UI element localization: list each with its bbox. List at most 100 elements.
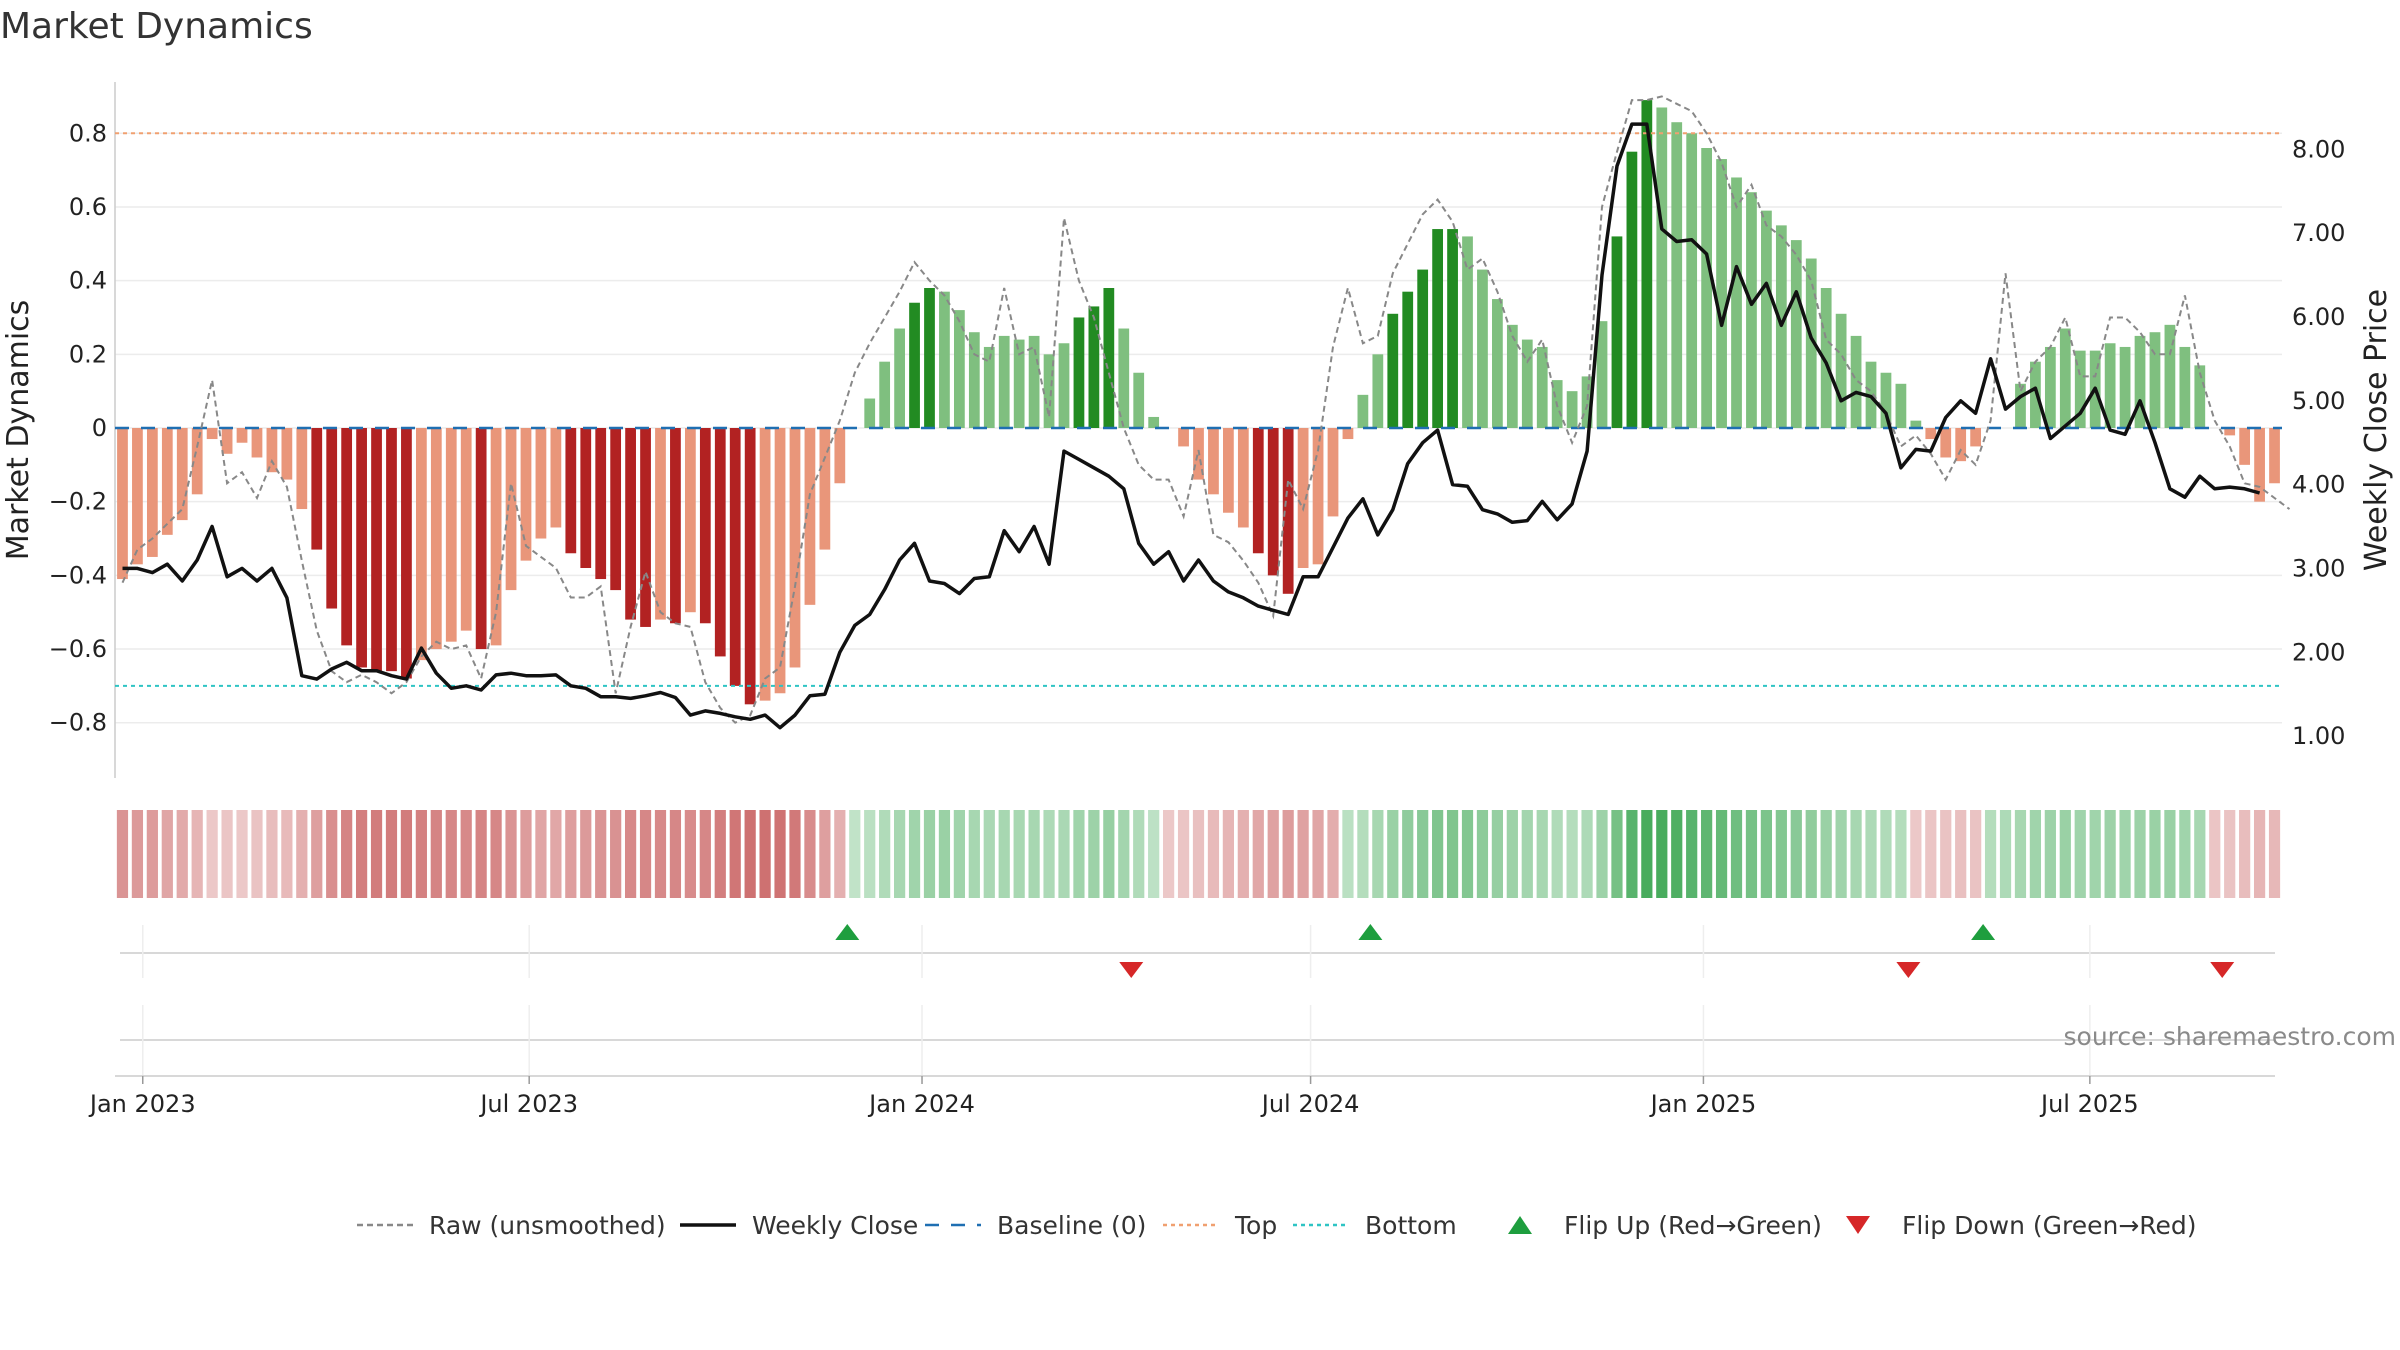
bar	[415, 428, 427, 661]
flip-panel	[120, 924, 2275, 978]
heat-cell	[1402, 810, 1414, 898]
bar	[1641, 100, 1653, 429]
bar	[1058, 343, 1070, 428]
heat-cell	[131, 810, 144, 898]
heat-cell	[1999, 810, 2012, 898]
heat-cell	[2164, 810, 2176, 898]
bar	[714, 428, 726, 657]
heat-cell	[1222, 810, 1234, 898]
x-tick-label: Jul 2024	[1260, 1090, 1360, 1118]
heat-cell	[1327, 810, 1339, 898]
heat-cell	[1461, 810, 1474, 898]
bar	[864, 398, 876, 428]
heat-cell	[968, 810, 980, 898]
bar	[1043, 354, 1055, 428]
heat-cell	[953, 810, 965, 898]
heat-cell	[2268, 810, 2281, 898]
heat-cell	[893, 810, 906, 898]
bar	[475, 428, 487, 650]
bar	[1402, 291, 1414, 428]
bar	[640, 428, 651, 627]
bar	[1357, 394, 1369, 428]
heat-cell	[281, 810, 293, 898]
weekly-close-line	[122, 122, 2261, 730]
bar	[1073, 317, 1085, 428]
y-tick-left: 0.2	[69, 340, 107, 368]
raw-series-line	[121, 95, 2291, 724]
heat-cell	[490, 810, 502, 898]
bar	[2254, 428, 2265, 502]
bar	[2119, 346, 2131, 428]
bar	[1372, 354, 1384, 428]
bar	[625, 428, 636, 620]
y-axis-left-label: Market Dynamics	[1, 300, 36, 561]
bar	[296, 428, 308, 510]
heat-cell	[2029, 810, 2042, 898]
bar	[386, 428, 397, 672]
heat-cell	[191, 810, 203, 898]
heat-cell	[1596, 810, 1608, 898]
bar	[1208, 428, 1219, 495]
heat-cell	[1417, 810, 1429, 898]
y-tick-left: −0.6	[49, 635, 107, 663]
y-tick-left: 0.4	[69, 267, 107, 295]
bar	[266, 428, 278, 473]
bar	[520, 428, 532, 561]
heat-cell	[639, 810, 652, 898]
heat-cell	[1506, 810, 1518, 898]
bar	[1746, 192, 1757, 428]
heat-cell	[2014, 810, 2027, 898]
heat-cell	[1686, 810, 1698, 898]
heat-cell	[2239, 810, 2251, 898]
bar	[1940, 428, 1952, 458]
heat-cell	[2089, 810, 2101, 898]
bar	[2074, 350, 2086, 428]
heat-cell	[864, 810, 876, 898]
bar	[401, 428, 412, 679]
bar	[236, 428, 248, 443]
heat-cell	[1760, 810, 1773, 898]
x-tick-label: Jan 2023	[88, 1090, 196, 1118]
bar	[1327, 428, 1339, 517]
bar	[894, 328, 905, 428]
bar	[1013, 339, 1025, 428]
bar	[1387, 313, 1399, 428]
y-tick-right: 7.00	[2292, 219, 2345, 247]
chart-title: Market Dynamics	[0, 6, 313, 47]
heat-cell	[1805, 810, 1817, 898]
y-tick-left: −0.4	[49, 561, 107, 589]
bar	[1716, 159, 1727, 429]
heat-cell	[1103, 810, 1115, 898]
y-tick-right: 1.00	[2292, 722, 2345, 750]
bar	[2015, 383, 2026, 428]
bar	[356, 428, 367, 668]
flip-up-marker	[1971, 924, 1996, 940]
legend-label: Weekly Close	[752, 1211, 918, 1240]
bar	[580, 428, 592, 568]
bar	[1178, 428, 1189, 447]
y-tick-left: −0.2	[49, 488, 107, 516]
heat-cell	[550, 810, 562, 898]
heat-cell	[1118, 810, 1130, 898]
bar	[939, 291, 950, 428]
bar	[729, 428, 741, 686]
heat-cell	[684, 810, 696, 898]
heat-cell	[1491, 810, 1504, 898]
heat-cell	[1984, 810, 1997, 898]
heat-cell	[221, 810, 233, 898]
heat-cell	[1043, 810, 1055, 898]
bar	[1417, 269, 1429, 428]
heat-cell	[2074, 810, 2086, 898]
bar	[1462, 236, 1473, 428]
heat-cell	[445, 810, 457, 898]
heat-cell	[1237, 810, 1249, 898]
heat-cell	[1955, 810, 1967, 898]
bar	[1925, 428, 1937, 440]
bar	[311, 428, 323, 550]
bar	[1955, 428, 1967, 462]
legend-label: Raw (unsmoothed)	[429, 1211, 666, 1240]
heat-cell	[400, 810, 413, 898]
bar	[460, 428, 472, 631]
legend-label: Top	[1234, 1211, 1277, 1240]
